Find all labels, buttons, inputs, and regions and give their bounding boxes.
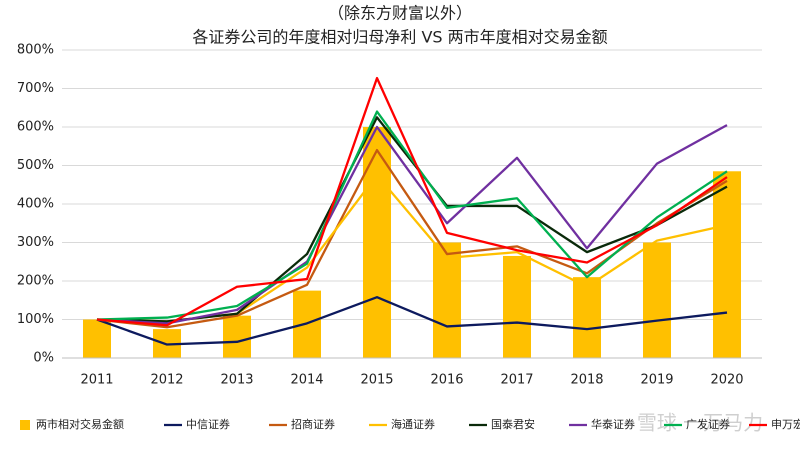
legend-label: 华泰证券 xyxy=(591,417,635,431)
x-tick-label: 2012 xyxy=(150,373,183,388)
bar xyxy=(363,127,391,358)
x-tick-label: 2019 xyxy=(640,373,673,388)
legend-label: 招商证券 xyxy=(291,417,335,431)
legend-label: 广发证券 xyxy=(686,417,730,431)
legend-swatch xyxy=(20,420,30,430)
y-tick-label: 500% xyxy=(17,158,54,173)
bar xyxy=(573,277,601,358)
y-tick-label: 200% xyxy=(17,274,54,289)
bar xyxy=(433,242,461,358)
y-tick-label: 600% xyxy=(17,120,54,135)
x-tick-label: 2015 xyxy=(360,373,393,388)
legend-label: 申万宏源 xyxy=(771,417,800,431)
y-tick-label: 700% xyxy=(17,81,54,96)
x-tick-label: 2013 xyxy=(220,373,253,388)
x-tick-label: 2016 xyxy=(430,373,463,388)
legend-label: 中信证券 xyxy=(186,417,230,431)
line xyxy=(96,124,728,325)
x-tick-label: 2018 xyxy=(570,373,603,388)
bar xyxy=(223,315,251,358)
bar xyxy=(503,255,531,358)
y-tick-label: 400% xyxy=(17,197,54,212)
legend-label: 国泰君安 xyxy=(491,417,535,431)
line xyxy=(96,76,728,327)
x-tick-label: 2017 xyxy=(500,373,533,388)
x-tick-label: 2011 xyxy=(80,373,113,388)
line xyxy=(96,116,728,323)
line xyxy=(96,173,728,323)
legend-label: 两市相对交易金额 xyxy=(36,417,124,431)
x-tick-label: 2014 xyxy=(290,373,323,388)
x-tick-label: 2020 xyxy=(710,373,743,388)
chart-title: 各证券公司的年度相对归母净利 VS 两市年度相对交易金额 xyxy=(192,28,607,47)
y-tick-label: 100% xyxy=(17,312,54,327)
line xyxy=(96,296,728,346)
bar xyxy=(643,242,671,358)
y-tick-label: 300% xyxy=(17,235,54,250)
y-tick-label: 800% xyxy=(17,43,54,58)
bar xyxy=(713,171,741,358)
bar xyxy=(83,319,111,358)
y-tick-label: 0% xyxy=(33,351,54,366)
legend: 两市相对交易金额 中信证券 招商证券 海通证券 国泰君安 华泰证券 广发证券 申万宏源 xyxy=(20,417,800,431)
line xyxy=(96,110,728,321)
watermark: 雪球 一万马力 xyxy=(637,411,763,435)
chart-subtitle: （除东方财富以外） xyxy=(328,4,472,23)
legend-label: 海通证券 xyxy=(391,417,435,431)
